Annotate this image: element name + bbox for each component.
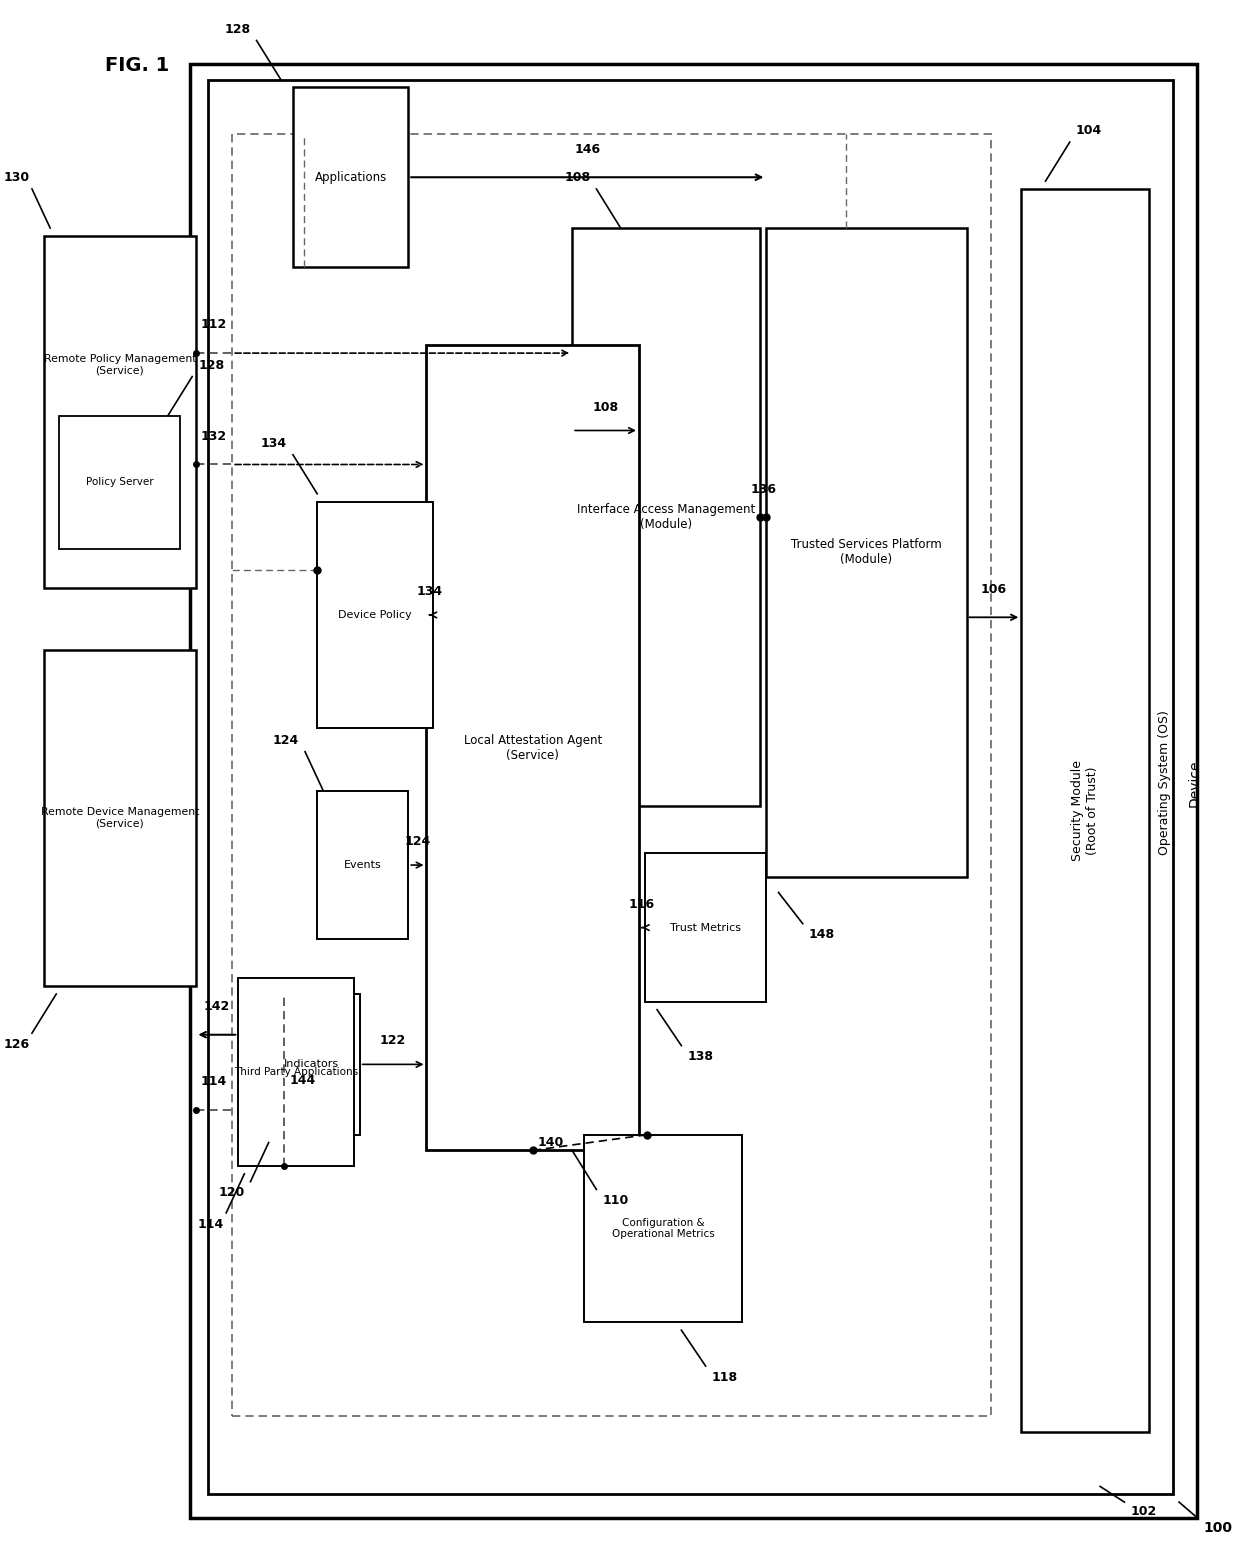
Text: 136: 136: [750, 482, 776, 495]
Bar: [645, 853, 766, 1002]
Bar: [263, 994, 360, 1135]
Text: 122: 122: [379, 1035, 407, 1048]
Text: Third Party Applications: Third Party Applications: [234, 1066, 358, 1077]
Text: 124: 124: [404, 835, 430, 849]
Text: 134: 134: [260, 437, 286, 449]
Bar: [572, 229, 760, 806]
Bar: [45, 236, 196, 587]
Text: Trusted Services Platform
(Module): Trusted Services Platform (Module): [791, 539, 942, 567]
Bar: [208, 80, 1173, 1494]
Text: 106: 106: [981, 583, 1007, 595]
Text: 104: 104: [1076, 124, 1102, 138]
Text: Local Attestation Agent
(Service): Local Attestation Agent (Service): [464, 734, 601, 761]
Bar: [45, 650, 196, 987]
Text: FIG. 1: FIG. 1: [105, 56, 169, 75]
Text: Trust Metrics: Trust Metrics: [670, 922, 742, 933]
Text: Remote Policy Management
(Service): Remote Policy Management (Service): [43, 354, 196, 376]
Text: 126: 126: [4, 1038, 30, 1051]
Text: Policy Server: Policy Server: [86, 478, 154, 487]
Text: 142: 142: [203, 1001, 231, 1013]
Text: 112: 112: [201, 318, 227, 332]
Text: Remote Device Management
(Service): Remote Device Management (Service): [41, 808, 200, 828]
Bar: [766, 229, 967, 877]
Bar: [58, 415, 180, 548]
Text: 130: 130: [4, 171, 30, 185]
Bar: [293, 88, 408, 268]
Text: 114: 114: [201, 1076, 227, 1088]
Text: 100: 100: [1203, 1521, 1233, 1535]
Text: 110: 110: [603, 1195, 629, 1207]
Bar: [1022, 189, 1148, 1431]
Text: 132: 132: [201, 429, 227, 443]
Text: 108: 108: [593, 401, 619, 413]
Bar: [317, 501, 433, 728]
Text: 144: 144: [289, 1074, 316, 1087]
Bar: [232, 135, 991, 1416]
Text: Device Policy: Device Policy: [339, 609, 412, 620]
Text: 108: 108: [564, 171, 590, 185]
Text: 118: 118: [712, 1370, 738, 1384]
Text: Operating System (OS): Operating System (OS): [1158, 711, 1171, 855]
Text: 102: 102: [1131, 1505, 1157, 1517]
Text: Events: Events: [343, 860, 382, 871]
Text: 114: 114: [197, 1218, 223, 1231]
Text: Interface Access Management
(Module): Interface Access Management (Module): [577, 503, 755, 531]
Text: 138: 138: [687, 1051, 713, 1063]
Bar: [238, 979, 353, 1167]
Text: Applications: Applications: [315, 171, 387, 183]
Text: 128: 128: [198, 359, 224, 371]
Text: 124: 124: [273, 734, 299, 747]
Text: 134: 134: [417, 586, 443, 598]
Text: Indicators: Indicators: [284, 1059, 339, 1070]
Text: 148: 148: [808, 929, 835, 941]
Text: 146: 146: [574, 143, 600, 155]
Bar: [317, 791, 408, 940]
Bar: [190, 64, 1198, 1517]
Text: 128: 128: [224, 23, 250, 36]
Text: Security Module
(Root of Trust): Security Module (Root of Trust): [1071, 760, 1099, 861]
Text: Device: Device: [1188, 760, 1202, 806]
Text: 120: 120: [218, 1187, 244, 1200]
Text: Configuration &
Operational Metrics: Configuration & Operational Metrics: [611, 1218, 714, 1239]
Bar: [427, 345, 639, 1151]
Bar: [584, 1135, 742, 1322]
Text: 140: 140: [538, 1135, 564, 1149]
Text: 116: 116: [629, 897, 655, 911]
